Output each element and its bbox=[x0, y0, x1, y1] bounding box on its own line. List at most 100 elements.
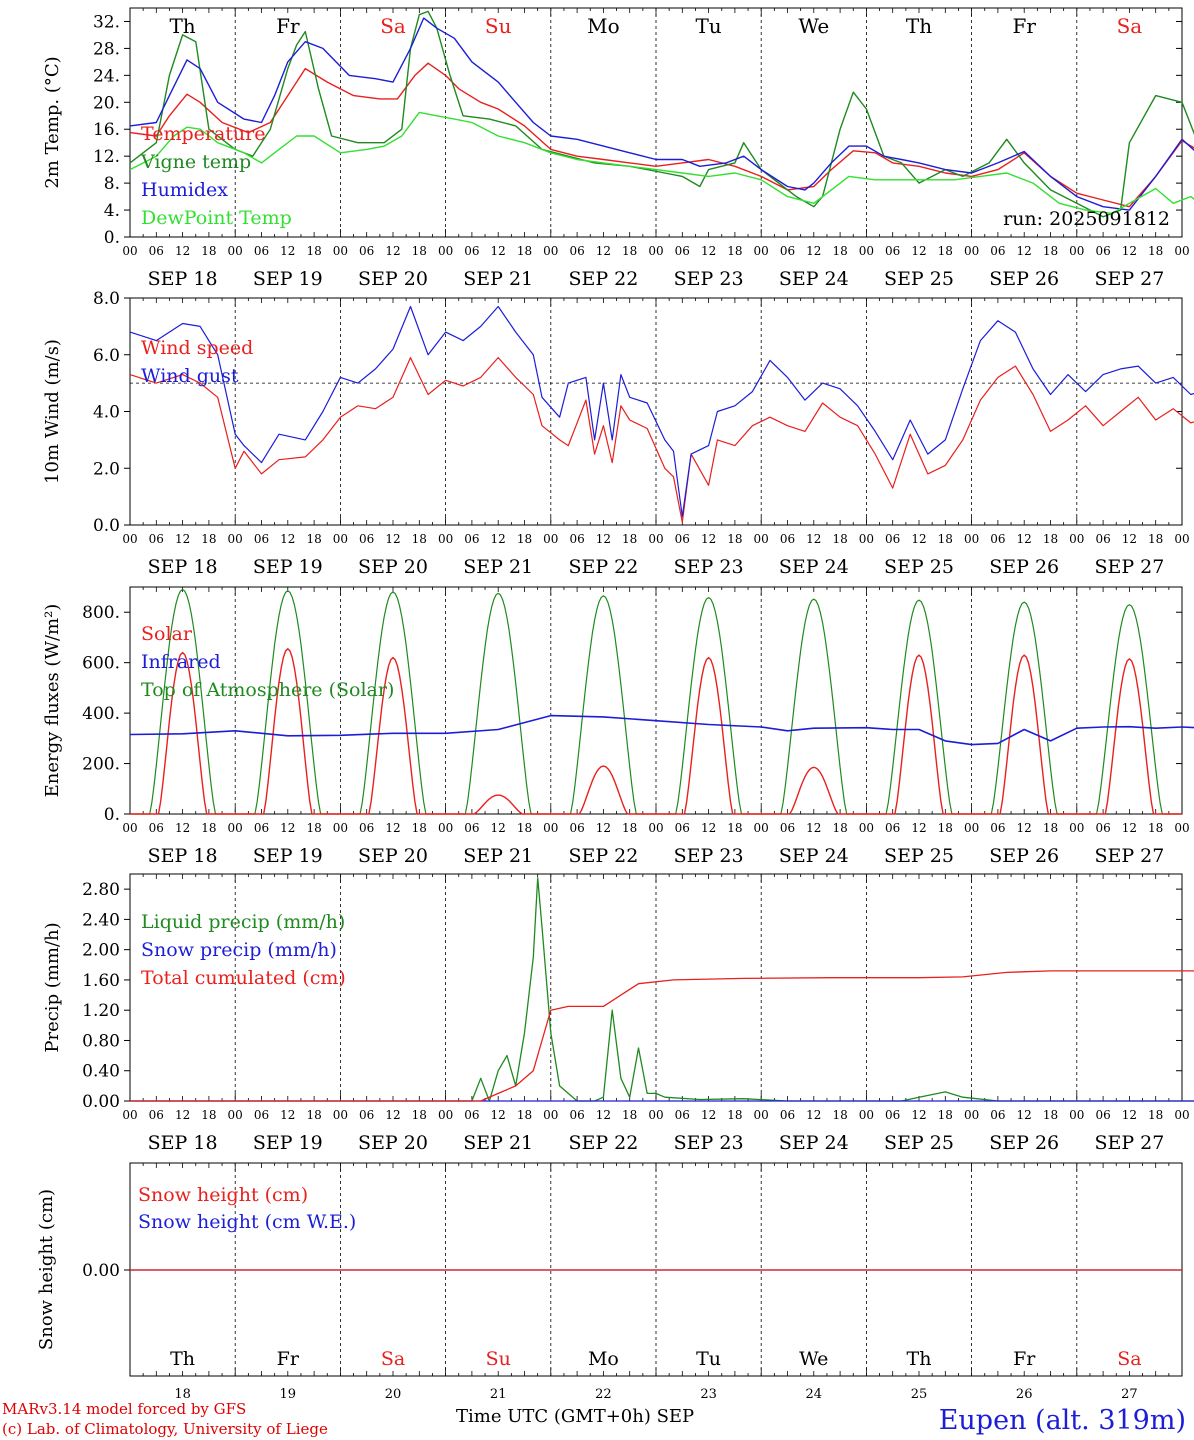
hour-tick-label: 06 bbox=[254, 1108, 269, 1122]
legend-entry: Temperature bbox=[141, 123, 265, 145]
hour-tick-label: 06 bbox=[1095, 1108, 1110, 1122]
date-label: SEP 27 bbox=[1094, 1132, 1164, 1154]
hour-tick-label: 06 bbox=[675, 1108, 690, 1122]
hour-tick-label: 18 bbox=[938, 1108, 953, 1122]
date-label: SEP 20 bbox=[358, 1132, 428, 1154]
day-name-label: Fr bbox=[276, 14, 300, 38]
hour-tick-label: 00 bbox=[754, 244, 769, 258]
hour-tick-label: 00 bbox=[964, 821, 979, 835]
hour-tick-label: 00 bbox=[1174, 1108, 1189, 1122]
hour-tick-label: 00 bbox=[333, 821, 348, 835]
y-tick-label: 4.0 bbox=[93, 403, 120, 423]
hour-tick-label: 06 bbox=[1095, 244, 1110, 258]
date-label: SEP 24 bbox=[779, 268, 849, 290]
y-tick-label: 600. bbox=[82, 654, 120, 674]
hour-tick-label: 12 bbox=[1122, 532, 1137, 546]
date-label: SEP 24 bbox=[779, 845, 849, 867]
hour-tick-label: 06 bbox=[1095, 821, 1110, 835]
y-tick-label: 1.20 bbox=[82, 1001, 120, 1021]
y-tick-label: 0. bbox=[104, 228, 120, 248]
hour-tick-label: 00 bbox=[333, 532, 348, 546]
temp-series-line bbox=[129, 10, 1194, 218]
hour-tick-label: 00 bbox=[543, 821, 558, 835]
hour-tick-label: 12 bbox=[806, 532, 821, 546]
hour-tick-label: 18 bbox=[201, 532, 216, 546]
y-tick-label: 2.80 bbox=[82, 880, 120, 900]
hour-tick-label: 18 bbox=[938, 244, 953, 258]
y-tick-label: 0.00 bbox=[82, 1261, 120, 1281]
hour-tick-label: 18 bbox=[1043, 1108, 1058, 1122]
hour-tick-label: 18 bbox=[517, 1108, 532, 1122]
date-label: SEP 24 bbox=[779, 556, 849, 578]
y-tick-label: 2.0 bbox=[93, 459, 120, 479]
hour-tick-label: 00 bbox=[964, 532, 979, 546]
hour-tick-label: 12 bbox=[596, 244, 611, 258]
day-name-label: Su bbox=[486, 1348, 511, 1370]
y-axis-label: 2m Temp. (°C) bbox=[42, 56, 63, 188]
legend-entry: Snow height (cm W.E.) bbox=[138, 1211, 356, 1233]
temp-series-line bbox=[129, 62, 1194, 208]
hour-tick-label: 18 bbox=[622, 244, 637, 258]
day-number-label: 20 bbox=[385, 1387, 402, 1402]
hour-tick-label: 06 bbox=[885, 244, 900, 258]
hour-tick-label: 00 bbox=[859, 532, 874, 546]
hour-tick-label: 12 bbox=[491, 1108, 506, 1122]
temp-series-line bbox=[129, 111, 1194, 215]
hour-tick-label: 12 bbox=[806, 1108, 821, 1122]
hour-tick-label: 18 bbox=[938, 821, 953, 835]
legend-entry: Wind speed bbox=[141, 337, 253, 359]
date-label: SEP 18 bbox=[148, 845, 218, 867]
date-label: SEP 27 bbox=[1094, 268, 1164, 290]
y-tick-label: 0.80 bbox=[82, 1031, 120, 1051]
hour-tick-label: 18 bbox=[1148, 821, 1163, 835]
date-label: SEP 23 bbox=[674, 845, 744, 867]
hour-tick-label: 06 bbox=[675, 821, 690, 835]
hour-tick-label: 06 bbox=[149, 1108, 164, 1122]
hour-tick-label: 18 bbox=[306, 244, 321, 258]
hour-tick-label: 00 bbox=[333, 244, 348, 258]
y-tick-label: 32. bbox=[93, 12, 120, 32]
hour-tick-label: 12 bbox=[175, 1108, 190, 1122]
legend-entry: Solar bbox=[141, 623, 193, 645]
hour-tick-label: 18 bbox=[306, 532, 321, 546]
lab-credit: (c) Lab. of Climatology, University of L… bbox=[2, 1420, 328, 1438]
date-label: SEP 18 bbox=[148, 1132, 218, 1154]
x-axis-title: Time UTC (GMT+0h) SEP bbox=[456, 1406, 695, 1427]
hour-tick-label: 12 bbox=[911, 244, 926, 258]
hour-tick-label: 12 bbox=[385, 532, 400, 546]
hour-tick-label: 00 bbox=[1069, 532, 1084, 546]
hour-tick-label: 18 bbox=[727, 244, 742, 258]
hour-tick-label: 12 bbox=[911, 821, 926, 835]
hour-tick-label: 18 bbox=[622, 532, 637, 546]
date-label: SEP 19 bbox=[253, 1132, 323, 1154]
y-tick-label: 16. bbox=[93, 120, 120, 140]
hour-tick-label: 00 bbox=[228, 1108, 243, 1122]
date-label: SEP 23 bbox=[674, 556, 744, 578]
infrared-line bbox=[129, 714, 1194, 746]
hour-tick-label: 12 bbox=[806, 244, 821, 258]
date-label: SEP 25 bbox=[884, 1132, 954, 1154]
date-label: SEP 25 bbox=[884, 845, 954, 867]
hour-tick-label: 00 bbox=[1069, 1108, 1084, 1122]
day-number-label: 25 bbox=[911, 1387, 928, 1402]
date-label: SEP 26 bbox=[989, 1132, 1059, 1154]
hour-tick-label: 00 bbox=[1069, 244, 1084, 258]
hour-tick-label: 12 bbox=[280, 244, 295, 258]
hour-tick-label: 18 bbox=[1043, 532, 1058, 546]
hour-tick-label: 12 bbox=[701, 532, 716, 546]
hour-tick-label: 12 bbox=[596, 1108, 611, 1122]
date-label: SEP 20 bbox=[358, 845, 428, 867]
legend-entry: Total cumulated (cm) bbox=[141, 967, 346, 989]
hour-tick-label: 06 bbox=[464, 244, 479, 258]
hour-tick-label: 06 bbox=[990, 1108, 1005, 1122]
wind-series-line bbox=[129, 357, 1194, 523]
date-label: SEP 27 bbox=[1094, 845, 1164, 867]
hour-tick-label: 18 bbox=[832, 821, 847, 835]
date-label: SEP 19 bbox=[253, 556, 323, 578]
day-name-label: Mo bbox=[587, 14, 620, 38]
y-tick-label: 8. bbox=[104, 174, 120, 194]
day-number-label: 26 bbox=[1016, 1387, 1033, 1402]
hour-tick-label: 00 bbox=[438, 244, 453, 258]
hour-tick-label: 06 bbox=[569, 532, 584, 546]
day-name-label: Th bbox=[169, 14, 195, 38]
